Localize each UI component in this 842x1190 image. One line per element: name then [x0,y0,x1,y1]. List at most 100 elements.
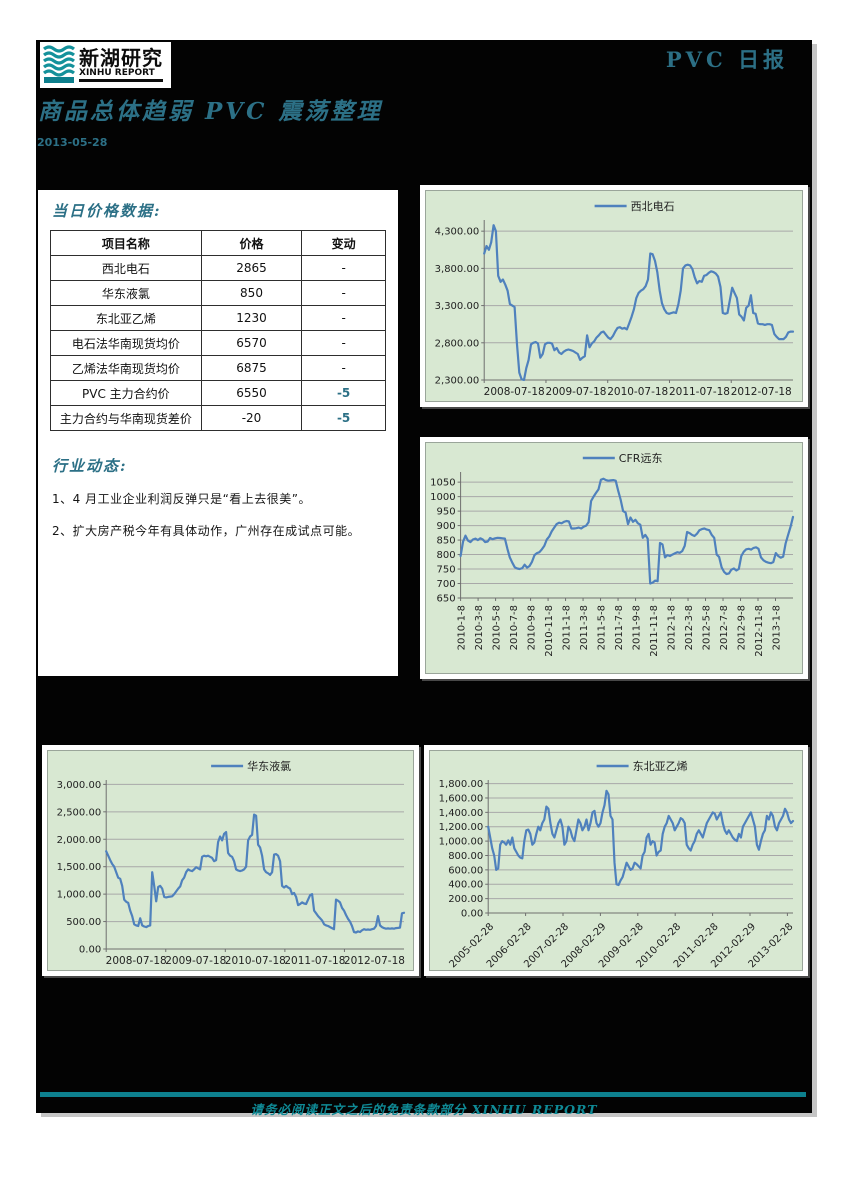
svg-text:1000: 1000 [430,492,455,503]
report-type-label: PVC 日报 [665,47,788,72]
footer-disclaimer: 请务必阅读正文之后的免责条款部分 XINHU REPORT [250,1102,598,1117]
chart-plot-西北电石: 4,300.00 3,800.00 3,300.00 2,800.00 2,300.00… [425,190,803,402]
svg-text:750: 750 [437,565,456,576]
item-name-cell: 主力合约与华南现货差价 [50,405,202,431]
news-section-heading: 行业动态: [52,457,128,475]
item-name-cell: 电石法华南现货均价 [50,330,202,356]
price-table-row: 电石法华南现货均价 6570- [50,330,386,356]
svg-text:2008-07-18: 2008-07-18 [106,955,167,967]
chart-series-line [487,789,795,887]
price-table-row: 主力合约与华南现货差价 -20 -5 [50,405,386,431]
svg-text:1,800.00: 1,800.00 [439,779,484,790]
svg-text:700: 700 [437,579,456,590]
item-name-cell: 乙烯法华南现货均价 [50,355,202,381]
svg-text:1050: 1050 [430,478,455,489]
svg-text:2012-3-8: 2012-3-8 [684,605,695,650]
svg-text:2010-07-18: 2010-07-18 [607,386,668,398]
svg-text:2008-07-18: 2008-07-18 [484,386,545,398]
svg-text:2011-9-8: 2011-9-8 [632,605,643,650]
svg-text:2009-07-18: 2009-07-18 [165,955,226,967]
item-name-cell: PVC 主力合约价 [50,380,202,406]
news-item: 2、扩大房产税今年有具体动作，广州存在成试点可能。 [52,524,361,539]
svg-text:1,000.00: 1,000.00 [439,837,484,848]
svg-text:950: 950 [437,507,456,518]
svg-text:1,000.00: 1,000.00 [57,890,102,901]
svg-text:3,800.00: 3,800.00 [435,264,480,275]
svg-text:3,300.00: 3,300.00 [435,301,480,312]
svg-text:2010-5-8: 2010-5-8 [492,605,503,650]
svg-text:2012-07-18: 2012-07-18 [731,386,792,398]
svg-text:2011-3-8: 2011-3-8 [579,605,590,650]
svg-text:1,400.00: 1,400.00 [439,808,484,819]
news-list: 1、4 月工业企业利润反弹只是“看上去很美”。 2、扩大房产税今年有具体动作，广州… [50,491,386,541]
svg-text:2010-11-8: 2010-11-8 [544,605,555,657]
chart-legend-label: 东北亚乙烯 [633,760,688,773]
xinhu-logo: 新湖研究 XINHU REPORT [40,42,171,88]
change-cell: - [301,305,386,331]
svg-text:3,000.00: 3,000.00 [57,780,102,791]
svg-text:1,200.00: 1,200.00 [439,822,484,833]
price-cell: 850 [200,280,303,306]
chart-legend-label: CFR远东 [619,452,663,465]
svg-text:2,000.00: 2,000.00 [57,835,102,846]
price-table-row: 乙烯法华南现货均价 6875- [50,355,386,381]
svg-text:650: 650 [437,594,456,605]
change-cell: - [301,255,386,281]
footer-divider-bar [40,1092,806,1097]
svg-text:0.00: 0.00 [461,909,483,920]
price-column-header: 变动 [301,230,386,256]
chart-legend-label: 华东液氯 [247,759,291,773]
svg-text:2012-11-8: 2012-11-8 [754,605,765,657]
price-cell: -20 [200,405,303,431]
svg-text:2011-5-8: 2011-5-8 [597,605,608,650]
chart-series-line [459,477,795,585]
svg-text:2012-1-8: 2012-1-8 [667,605,678,650]
change-cell: -5 [301,380,386,406]
item-name-cell: 西北电石 [50,255,202,281]
svg-text:2012-5-8: 2012-5-8 [702,605,713,650]
svg-text:2013-1-8: 2013-1-8 [772,605,783,650]
price-table: 项目名称 价格 变动 西北电石 2865- 华东液氯 850- 东北亚乙烯 1230- 电石法华… [50,230,386,431]
report-date: 2013-05-28 [37,136,108,149]
svg-text:2011-1-8: 2011-1-8 [562,605,573,650]
svg-text:900: 900 [437,521,456,532]
item-name-cell: 东北亚乙烯 [50,305,202,331]
xinhu-logo-waves-icon [43,45,75,83]
svg-text:2010-07-18: 2010-07-18 [225,955,286,967]
svg-text:4,300.00: 4,300.00 [435,227,480,238]
price-table-row: 华东液氯 850- [50,280,386,306]
chart-plot-华东液氯: 3,000.00 2,500.00 2,000.00 1,500.00 1,000.00… [47,750,414,971]
svg-text:2,300.00: 2,300.00 [435,376,480,387]
svg-text:2011-07-18: 2011-07-18 [669,386,730,398]
chart-card-huadong-lvlv: 3,000.00 2,500.00 2,000.00 1,500.00 1,000.00… [42,745,419,976]
price-section-heading: 当日价格数据: [52,202,162,220]
svg-text:2010-7-8: 2010-7-8 [509,605,520,650]
price-table-header-row: 项目名称 价格 变动 [50,230,386,256]
price-table-row: PVC 主力合约价 6550 -5 [50,380,386,406]
change-cell: -5 [301,405,386,431]
chart-card-cfr-fareast: 1050 1000 950 900 850 800 750 700 650 2010-1-8 201… [420,437,808,679]
svg-text:600.00: 600.00 [448,865,483,876]
svg-text:200.00: 200.00 [448,894,483,905]
price-cell: 6550 [200,380,303,406]
item-name-cell: 华东液氯 [50,280,202,306]
chart-plot-东北亚乙烯: 1,800.00 1,600.00 1,400.00 1,200.00 1,000.00… [429,750,803,971]
svg-text:2009-07-18: 2009-07-18 [545,386,606,398]
svg-text:1,600.00: 1,600.00 [439,793,484,804]
svg-text:1,500.00: 1,500.00 [57,862,102,873]
svg-text:850: 850 [437,536,456,547]
svg-text:2010-1-8: 2010-1-8 [457,605,468,650]
price-cell: 6570 [200,330,303,356]
change-cell: - [301,280,386,306]
svg-text:400.00: 400.00 [448,880,483,891]
change-cell: - [301,330,386,356]
change-cell: - [301,355,386,381]
price-cell: 2865 [200,255,303,281]
svg-text:2011-7-8: 2011-7-8 [614,605,625,650]
svg-text:2,500.00: 2,500.00 [57,807,102,818]
chart-legend-label: 西北电石 [631,200,675,213]
chart-card-xibei-dianshi: 4,300.00 3,800.00 3,300.00 2,800.00 2,300.00… [420,185,808,407]
page-title: 商品总体趋弱 PVC 震荡整理 [38,98,383,125]
svg-text:2010-3-8: 2010-3-8 [474,605,485,650]
